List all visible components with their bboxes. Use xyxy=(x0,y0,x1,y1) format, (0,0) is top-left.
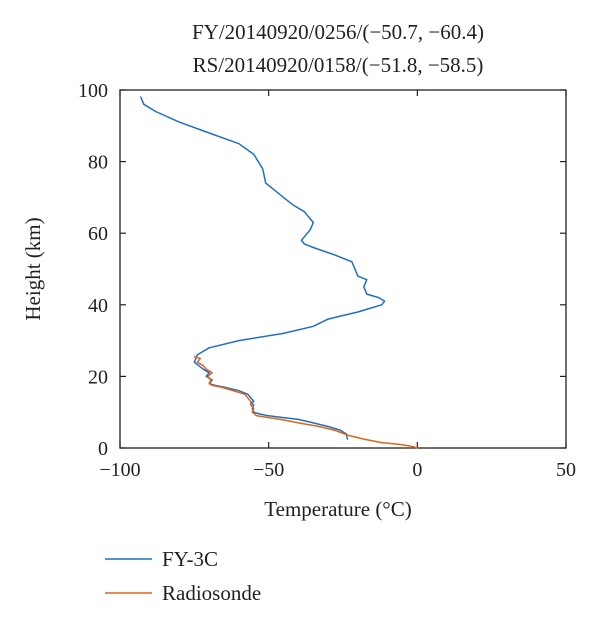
y-axis-ticks: 0 20 40 60 80 100 xyxy=(78,80,566,460)
x-axis-label: Temperature (°C) xyxy=(264,497,411,521)
series-line-radiosonde xyxy=(193,355,419,449)
legend: FY-3C Radiosonde xyxy=(105,547,261,605)
chart-title: FY/20140920/0256/(−50.7, −60.4) xyxy=(192,20,484,44)
x-tick-label: 50 xyxy=(556,459,576,481)
x-tick-label: 0 xyxy=(412,459,422,481)
x-tick-label: −50 xyxy=(253,459,284,481)
legend-label-fy3c: FY-3C xyxy=(162,547,218,571)
plot-area-frame xyxy=(119,89,567,449)
y-tick-label: 80 xyxy=(88,152,108,174)
y-axis-label: Height (km) xyxy=(21,217,45,320)
y-tick-label: 40 xyxy=(88,295,108,317)
x-tick-label: −100 xyxy=(99,459,140,481)
y-tick-label: 20 xyxy=(88,366,108,388)
y-tick-label: 100 xyxy=(78,80,108,102)
series-line-fy-3c xyxy=(140,96,386,440)
y-tick-label: 60 xyxy=(88,223,108,245)
x-axis-ticks: −100 −50 0 50 xyxy=(99,90,576,481)
y-tick-label: 0 xyxy=(98,438,108,460)
series-layer xyxy=(140,96,419,449)
chart-subtitle: RS/20140920/0158/(−51.8, −58.5) xyxy=(193,53,484,77)
legend-label-radiosonde: Radiosonde xyxy=(162,581,261,605)
